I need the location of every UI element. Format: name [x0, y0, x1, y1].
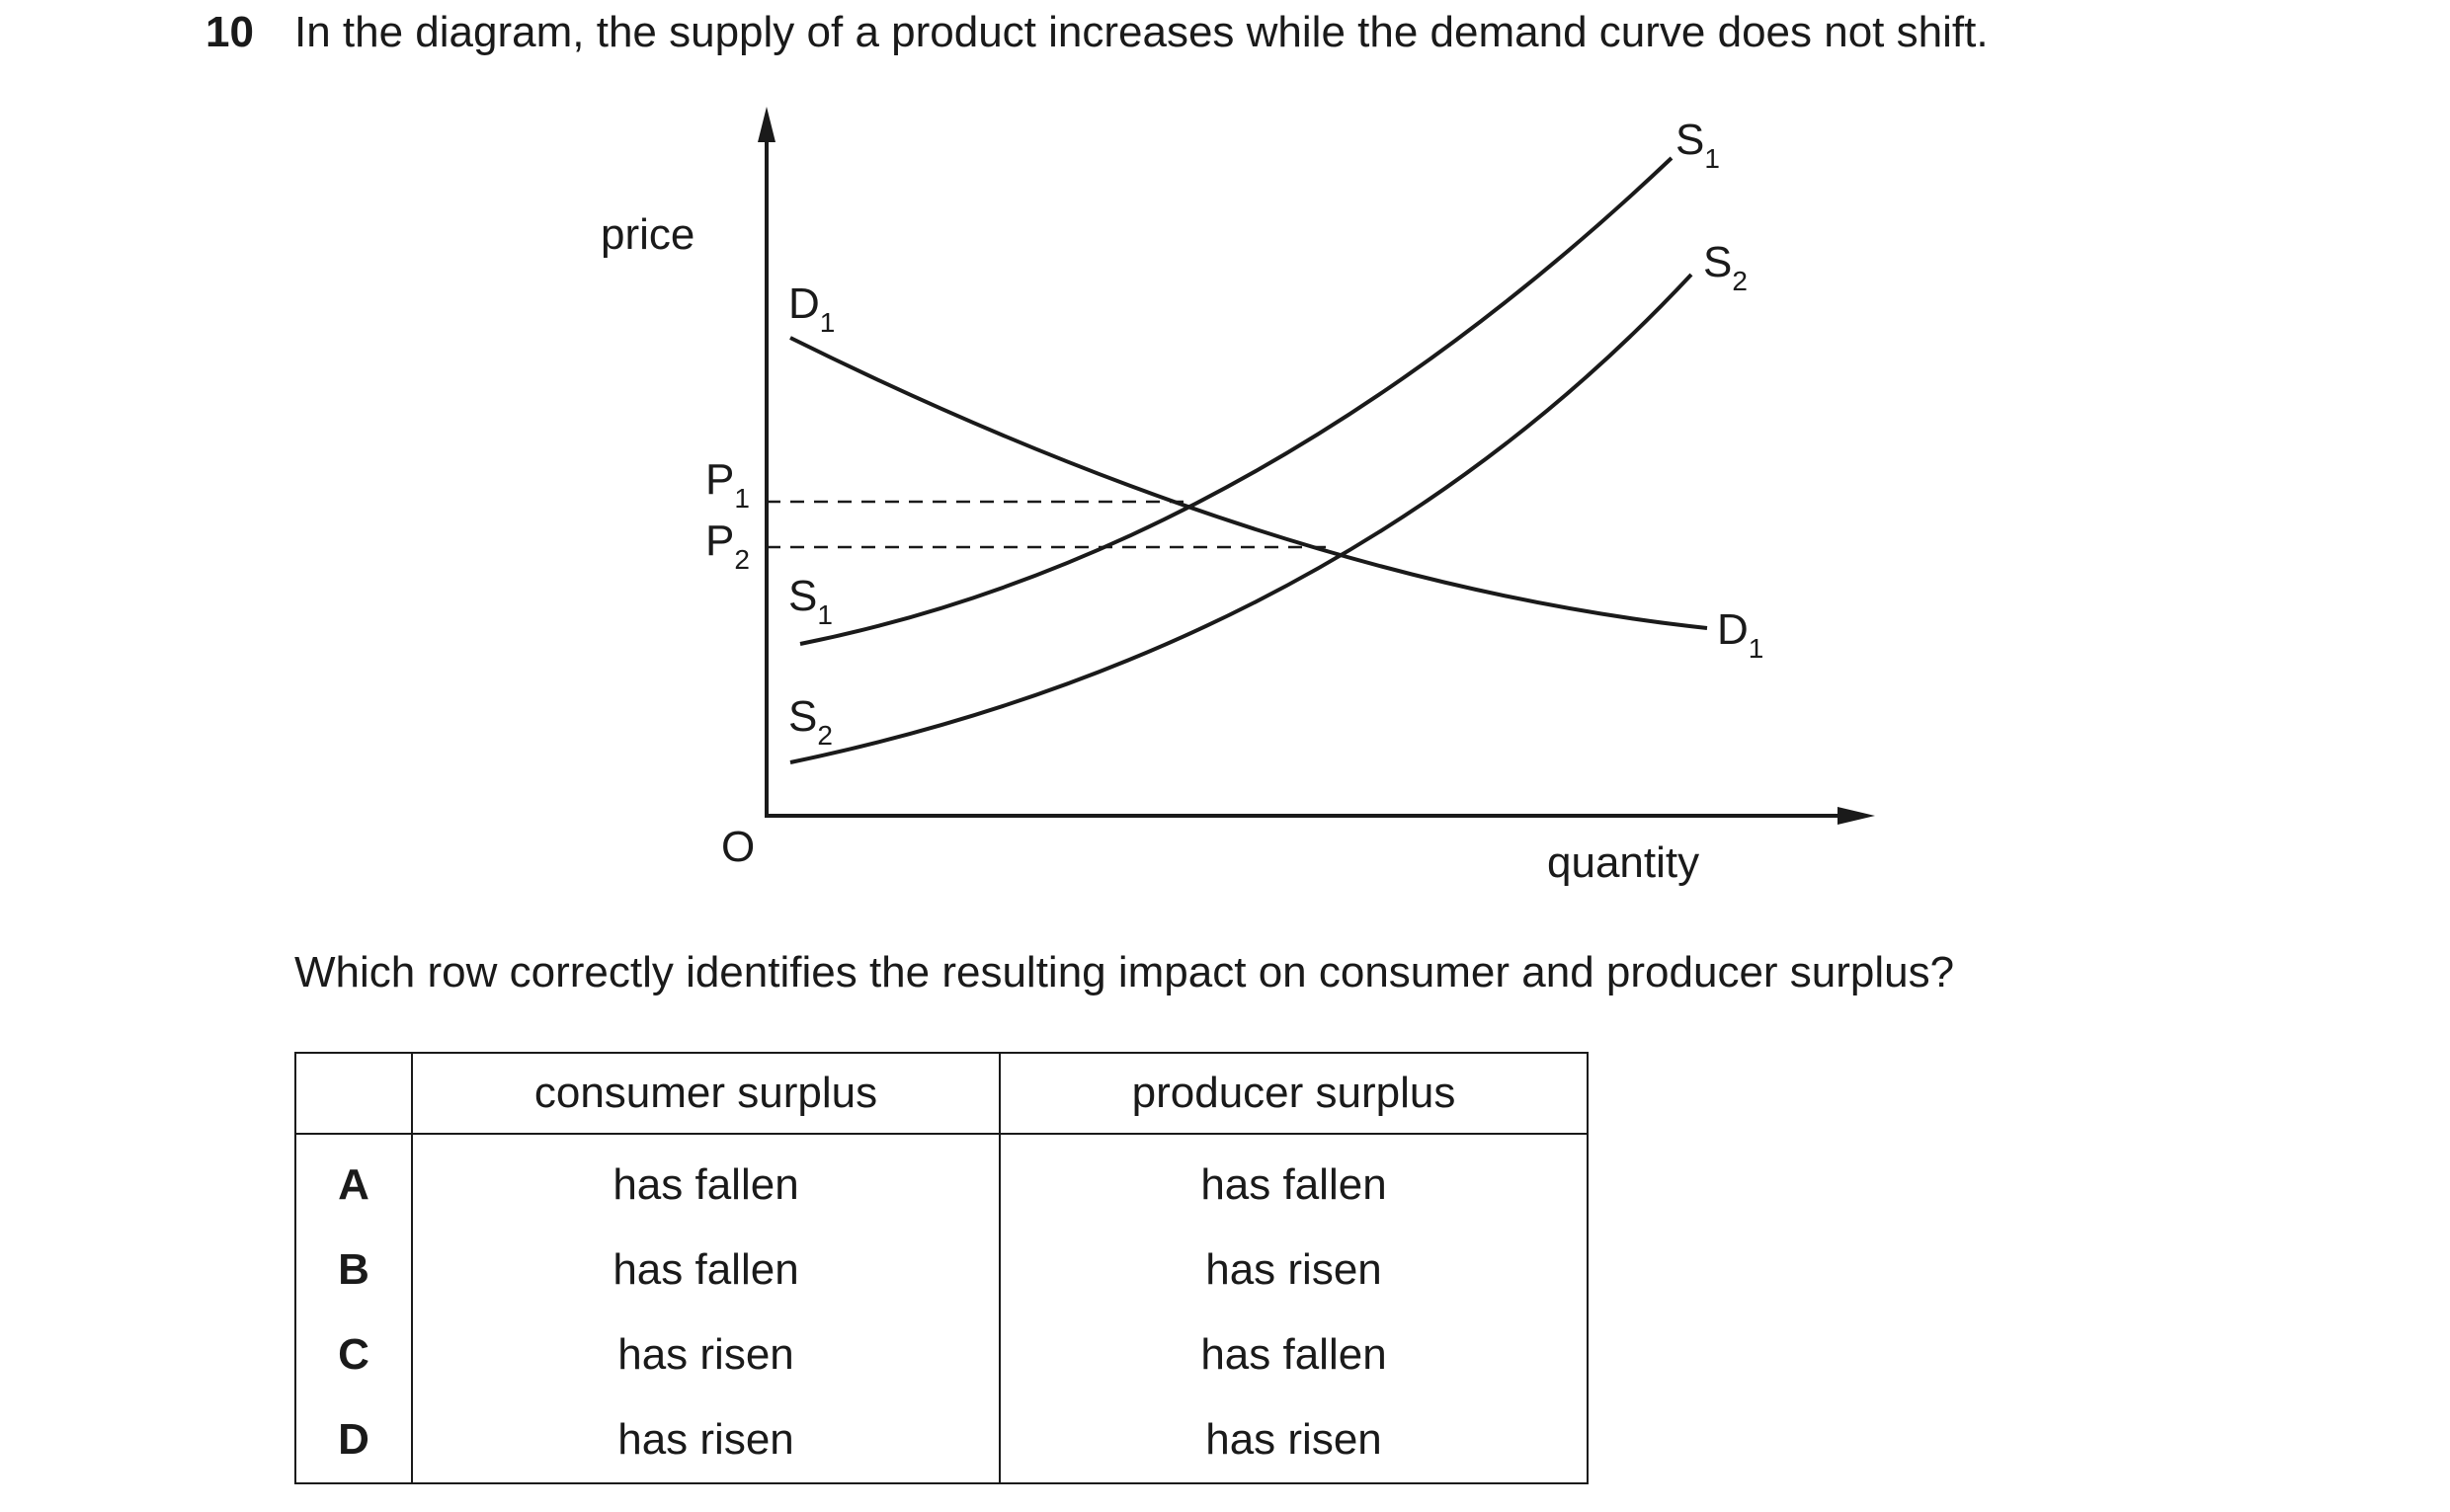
- producer-surplus-cell: has fallen: [999, 1134, 1589, 1228]
- table-row[interactable]: C has risen has fallen: [294, 1313, 1589, 1397]
- demand-label-bottom: D1: [1717, 605, 1763, 664]
- demand-curve-d1: [789, 336, 1708, 630]
- producer-surplus-cell: has risen: [999, 1397, 1589, 1484]
- option-letter: A: [294, 1134, 413, 1228]
- header-consumer-surplus: consumer surplus: [411, 1052, 1001, 1135]
- consumer-surplus-cell: has risen: [411, 1313, 1001, 1397]
- demand-label-top: D1: [788, 279, 835, 338]
- header-producer-surplus: producer surplus: [999, 1052, 1589, 1135]
- header-blank: [294, 1052, 413, 1135]
- supply-s1-label-bottom: S1: [788, 572, 833, 630]
- option-letter: B: [294, 1228, 413, 1313]
- table-header-row: consumer surplus producer surplus: [294, 1052, 1589, 1135]
- producer-surplus-cell: has risen: [999, 1228, 1589, 1313]
- table-row[interactable]: D has risen has risen: [294, 1397, 1589, 1484]
- table-row[interactable]: A has fallen has fallen: [294, 1134, 1589, 1228]
- option-letter: C: [294, 1313, 413, 1397]
- answer-table: consumer surplus producer surplus A has …: [294, 1052, 1589, 1484]
- x-axis-label: quantity: [1547, 838, 1699, 887]
- option-letter: D: [294, 1397, 413, 1484]
- supply-s2-label-bottom: S2: [788, 692, 833, 751]
- question-number: 10: [205, 8, 254, 56]
- origin-label: O: [721, 823, 755, 871]
- y-axis-arrow-icon: [758, 107, 776, 142]
- consumer-surplus-cell: has fallen: [411, 1228, 1001, 1313]
- supply-s2-label-top: S2: [1703, 238, 1748, 296]
- table-row[interactable]: B has fallen has risen: [294, 1228, 1589, 1313]
- question-text: In the diagram, the supply of a product …: [294, 8, 1989, 56]
- supply-curve-s1: [799, 156, 1674, 646]
- supply-s1-label-top: S1: [1675, 116, 1720, 174]
- x-axis-arrow-icon: [1838, 807, 1875, 825]
- producer-surplus-cell: has fallen: [999, 1313, 1589, 1397]
- price-label-p2: P2: [705, 517, 750, 575]
- consumer-surplus-cell: has risen: [411, 1397, 1001, 1484]
- supply-curve-s2: [789, 273, 1693, 764]
- supply-demand-diagram: price quantity O P1 P2 D1 D1 S1 S2 S1 S2: [601, 107, 1875, 887]
- question-prompt: Which row correctly identifies the resul…: [294, 948, 1955, 996]
- y-axis-label: price: [601, 210, 694, 259]
- consumer-surplus-cell: has fallen: [411, 1134, 1001, 1228]
- price-label-p1: P1: [705, 455, 750, 514]
